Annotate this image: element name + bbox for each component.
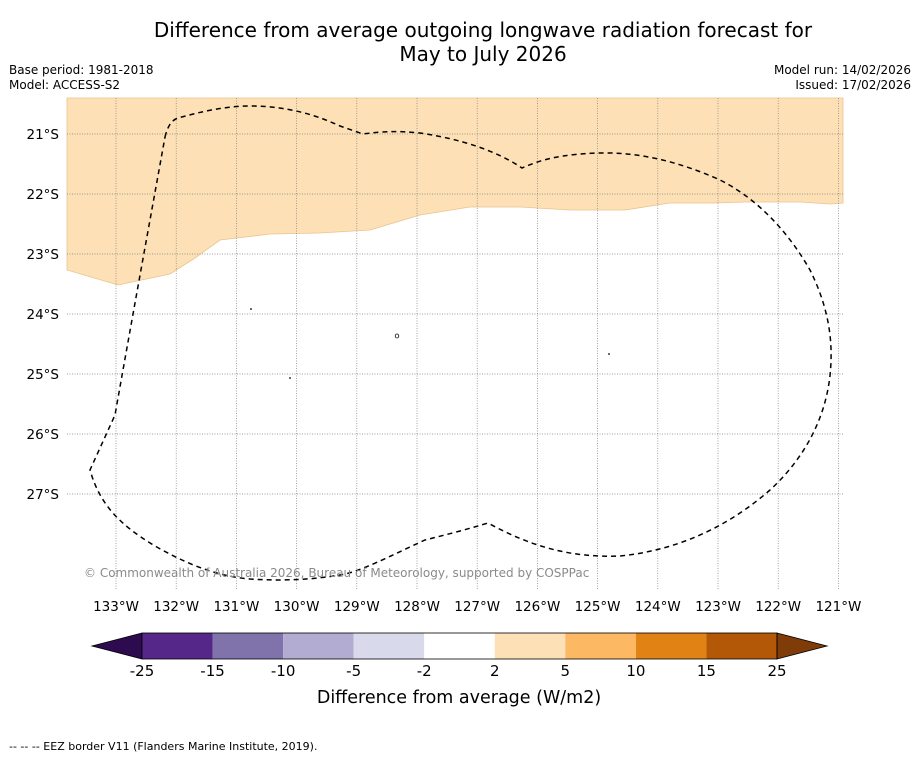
lon-label: 129°W bbox=[334, 599, 380, 615]
lat-label: 21°S bbox=[27, 127, 60, 143]
lat-label: 25°S bbox=[27, 367, 60, 383]
colorbar-segment bbox=[212, 633, 284, 659]
colorbar-tick: -2 bbox=[417, 662, 432, 680]
colorbar-segment bbox=[706, 633, 777, 659]
copyright-text: © Commonwealth of Australia 2026, Bureau… bbox=[84, 566, 589, 580]
model-name: Model: ACCESS-S2 bbox=[9, 78, 121, 92]
lat-label: 22°S bbox=[27, 187, 60, 203]
colorbar-tick: -15 bbox=[200, 662, 225, 680]
colorbar-outline bbox=[141, 632, 778, 660]
longitude-labels: 133°W 132°W 131°W 130°W 129°W 128°W 127°W 126°W… bbox=[93, 599, 861, 615]
latitude-gridlines bbox=[67, 133, 843, 495]
lon-label: 125°W bbox=[575, 599, 621, 615]
colorbar-tick: 15 bbox=[697, 662, 716, 680]
colorbar-tick: 5 bbox=[561, 662, 571, 680]
colorbar-segment bbox=[353, 633, 425, 659]
lat-label: 24°S bbox=[27, 307, 60, 323]
colorbar-tick: 2 bbox=[490, 662, 500, 680]
lon-label: 132°W bbox=[153, 599, 199, 615]
island-markers bbox=[250, 308, 610, 379]
map-svg: 133°W 132°W 131°W 130°W 129°W 128°W 127°W 126°W… bbox=[27, 97, 861, 708]
lon-label: 121°W bbox=[815, 599, 861, 615]
lon-label: 122°W bbox=[755, 599, 801, 615]
lon-label: 123°W bbox=[695, 599, 741, 615]
title-line-2: May to July 2026 bbox=[399, 42, 567, 66]
lon-label: 130°W bbox=[274, 599, 320, 615]
colorbar-segment bbox=[494, 633, 566, 659]
colorbar-segment bbox=[142, 633, 213, 659]
chart-title: Difference from average outgoing longwav… bbox=[0, 18, 919, 66]
colorbar-tick: -25 bbox=[130, 662, 155, 680]
colorbar-extend-low bbox=[90, 632, 143, 660]
lon-label: 128°W bbox=[394, 599, 440, 615]
latitude-labels: 21°S 22°S 23°S 24°S 25°S 26°S 27°S bbox=[27, 127, 60, 503]
lat-label: 23°S bbox=[27, 247, 60, 263]
model-run: Model run: 14/02/2026 bbox=[773, 63, 911, 77]
colorbar bbox=[90, 632, 829, 660]
meta-right: Model run: 14/02/2026 Issued: 17/02/2026 bbox=[774, 63, 911, 93]
lon-label: 133°W bbox=[93, 599, 139, 615]
lon-label: 126°W bbox=[514, 599, 560, 615]
footnote: -- -- -- EEZ border V11 (Flanders Marine… bbox=[9, 740, 318, 753]
title-line-1: Difference from average outgoing longwav… bbox=[153, 18, 813, 42]
lon-label: 127°W bbox=[454, 599, 500, 615]
eez-border bbox=[89, 105, 832, 581]
colorbar-segment bbox=[635, 633, 707, 659]
anomaly-region-2-to-5 bbox=[66, 97, 844, 286]
lat-label: 27°S bbox=[27, 487, 60, 503]
colorbar-segment bbox=[283, 633, 354, 659]
colorbar-tick: -10 bbox=[271, 662, 296, 680]
colorbar-tick: 10 bbox=[626, 662, 645, 680]
colorbar-segment bbox=[565, 633, 636, 659]
lon-label: 124°W bbox=[635, 599, 681, 615]
issued-date: Issued: 17/02/2026 bbox=[795, 78, 911, 92]
colorbar-tick: 25 bbox=[767, 662, 786, 680]
colorbar-title: Difference from average (W/m2) bbox=[317, 688, 601, 708]
meta-left: Base period: 1981-2018 Model: ACCESS-S2 bbox=[9, 63, 154, 93]
colorbar-extend-high bbox=[776, 632, 829, 660]
colorbar-tick-labels: -25 -15 -10 -5 -2 2 5 10 15 25 bbox=[130, 662, 787, 680]
base-period: Base period: 1981-2018 bbox=[9, 63, 154, 77]
lon-label: 131°W bbox=[213, 599, 259, 615]
colorbar-tick: -5 bbox=[346, 662, 361, 680]
lat-label: 26°S bbox=[27, 427, 60, 443]
colorbar-segment bbox=[424, 633, 495, 659]
longitude-gridlines bbox=[115, 98, 839, 590]
